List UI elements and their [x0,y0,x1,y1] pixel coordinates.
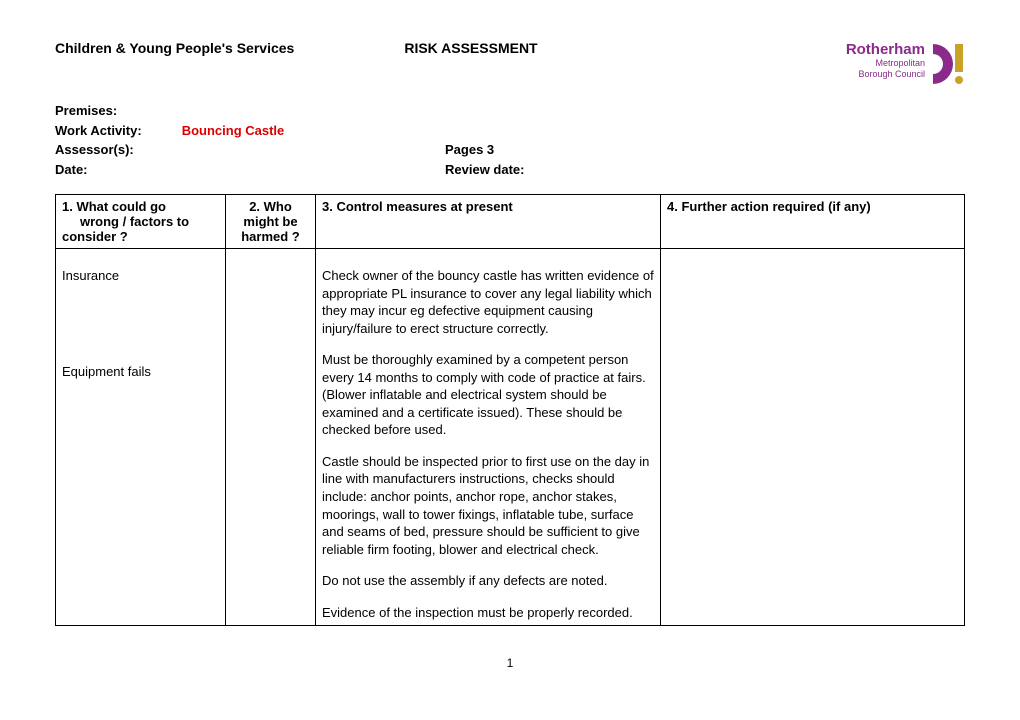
council-logo: Rotherham Metropolitan Borough Council [815,40,965,91]
svg-text:Borough Council: Borough Council [858,69,925,79]
premises-label: Premises: [55,101,117,121]
date-label: Date: [55,162,88,177]
assessor-label: Assessor(s): [55,142,134,157]
factors-cell: InsuranceEquipment fails [56,249,226,626]
col4-header: 4. Further action required (if any) [661,195,965,249]
review-label: Review date: [445,162,524,177]
table-row: InsuranceEquipment fails Check owner of t… [56,249,965,626]
svg-text:Metropolitan: Metropolitan [875,58,925,68]
risk-table: 1. What could go wrong / factors to cons… [55,194,965,626]
pages-label: Pages 3 [445,140,494,160]
activity-label: Work Activity [55,121,137,141]
harmed-cell [226,249,316,626]
col3-header: 3. Control measures at present [316,195,661,249]
col2-header: 2. Who might be harmed ? [226,195,316,249]
page-number: 1 [55,656,965,670]
table-header-row: 1. What could go wrong / factors to cons… [56,195,965,249]
controls-cell: Check owner of the bouncy castle has wri… [316,249,661,626]
activity-value: Bouncing Castle [182,121,285,141]
col1-header: 1. What could go wrong / factors to cons… [56,195,226,249]
dept-title: Children & Young People's Services [55,40,294,56]
action-cell [661,249,965,626]
doc-title: RISK ASSESSMENT [404,40,537,56]
svg-text:Rotherham: Rotherham [846,41,925,58]
